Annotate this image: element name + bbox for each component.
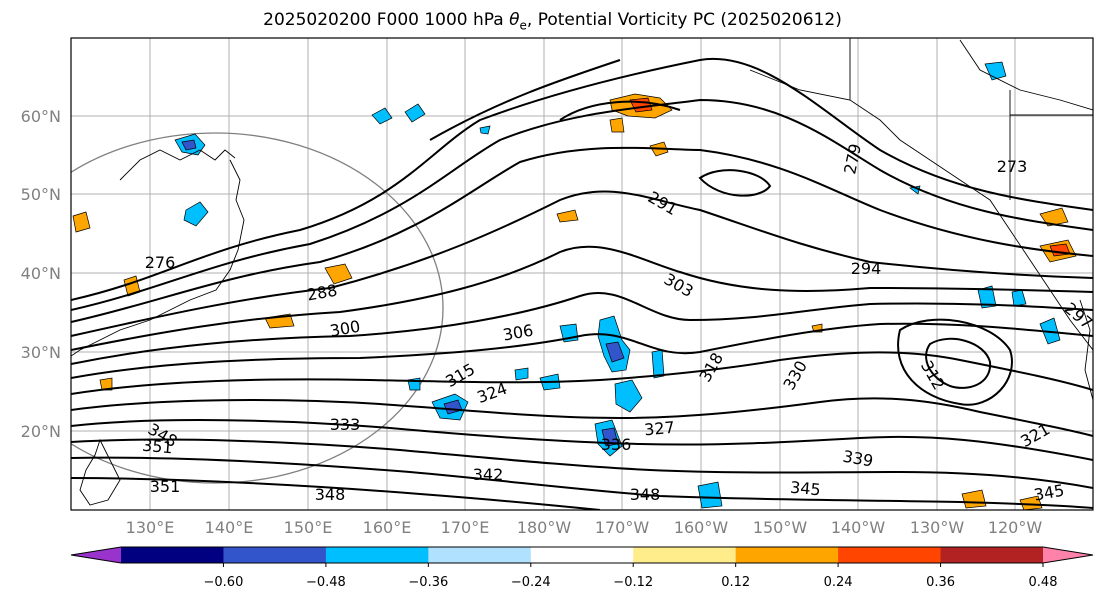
pv-patch	[605, 341, 625, 363]
lon-tick-label: 180°W	[517, 518, 572, 537]
lat-tick-label: 20°N	[21, 422, 61, 441]
lon-tick-label: 130°W	[910, 518, 965, 537]
contour-label: 297	[1061, 299, 1097, 333]
pv-patch	[651, 349, 665, 379]
contour-label: 288	[305, 281, 338, 305]
longitude-labels: 130°E 140°E 150°E 160°E 170°E 180°W 170°W 160°W…	[126, 518, 1043, 537]
contour-label: 339	[841, 447, 874, 471]
figure-title: 2025020200 F000 1000 hPa θe, Potential V…	[0, 10, 1105, 32]
map-content	[71, 38, 1093, 510]
colorbar-tick-label: −0.12	[613, 575, 653, 590]
contour-label: 333	[330, 415, 361, 434]
colorbar-segment	[428, 547, 532, 563]
colorbar-segment	[121, 547, 224, 563]
pv-patch	[99, 377, 113, 391]
contour-label: 321	[1017, 419, 1053, 451]
lon-tick-label: 150°W	[753, 518, 808, 537]
range-ring	[71, 132, 444, 484]
contour-label: 348	[630, 485, 661, 504]
contour-label: 342	[473, 465, 504, 484]
pv-patch	[614, 379, 643, 413]
colorbar-segment	[325, 547, 429, 563]
pv-positive-patches	[72, 93, 1077, 510]
colorbar-tick-label: 0.12	[721, 575, 750, 590]
contour-label: 327	[643, 418, 675, 440]
lon-tick-label: 140°E	[205, 518, 254, 537]
colorbar-extend-high	[1043, 547, 1093, 563]
lon-tick-label: 130°E	[126, 518, 175, 537]
contour-label: 345	[1032, 481, 1065, 505]
lat-tick-label: 30°N	[21, 343, 61, 362]
contour-label: 291	[645, 187, 681, 219]
colorbar-tick-label: −0.60	[204, 575, 244, 590]
pv-patch	[371, 107, 393, 125]
pv-patch	[479, 125, 491, 135]
lon-tick-label: 170°E	[441, 518, 490, 537]
title-text: 2025020200 F000 1000 hPa	[263, 10, 504, 30]
pv-patch	[181, 139, 197, 151]
title-theta: θ	[509, 10, 520, 30]
colorbar-segment	[735, 547, 839, 563]
colorbar-tick-label: −0.24	[511, 575, 551, 590]
pv-patch	[514, 367, 529, 381]
contour-label: 312	[917, 357, 949, 393]
map-frame	[70, 37, 1094, 511]
colorbar-segment	[530, 547, 634, 563]
pv-patch	[609, 117, 625, 133]
latitude-labels: 60°N 50°N 40°N 30°N 20°N	[21, 107, 61, 441]
contour-label: 351	[141, 436, 173, 458]
contour-label: 306	[501, 321, 534, 345]
title-rest: , Potential Vorticity PC (2025020612)	[526, 10, 842, 30]
lon-tick-label: 140°W	[831, 518, 886, 537]
contour-label: 303	[661, 269, 697, 301]
pv-patch	[1011, 289, 1027, 307]
pv-patch	[72, 211, 91, 233]
pv-patch	[1019, 495, 1043, 510]
pv-patch	[697, 481, 723, 509]
contour-label: 345	[789, 478, 821, 500]
lat-tick-label: 40°N	[21, 264, 61, 283]
colorbar: −0.60 −0.48 −0.36 −0.24 −0.12 0.12 0.24 0.36 0.4…	[70, 546, 1094, 590]
lon-tick-label: 170°W	[595, 518, 650, 537]
lat-tick-label: 60°N	[21, 107, 61, 126]
colorbar-tick-label: −0.36	[408, 575, 448, 590]
pv-patch	[324, 263, 353, 285]
contour-label: 336	[601, 435, 632, 454]
colorbar-segment	[838, 547, 942, 563]
pv-patch	[977, 285, 997, 309]
colorbar-extend-low	[71, 547, 121, 563]
lon-tick-label: 120°W	[988, 518, 1043, 537]
contour-label: 315	[442, 359, 478, 391]
pv-patch	[556, 209, 579, 223]
colorbar-segment	[223, 547, 327, 563]
colorbar-outline	[70, 546, 1094, 564]
pv-patch	[961, 489, 987, 509]
contour-label: 294	[851, 259, 882, 278]
contour-label: 273	[997, 157, 1028, 176]
coastline-shape	[71, 38, 1093, 506]
contour-label: 276	[145, 253, 176, 272]
theta-e-contours	[71, 57, 1093, 510]
lat-tick-label: 50°N	[21, 185, 61, 204]
title-subscript: e	[519, 18, 527, 33]
contour-label: 318	[695, 349, 727, 385]
contour-label: 348	[315, 485, 346, 504]
lon-tick-label: 160°E	[363, 518, 412, 537]
lon-tick-label: 160°W	[674, 518, 729, 537]
colorbar-segment	[633, 547, 737, 563]
colorbar-tick-label: −0.48	[306, 575, 346, 590]
lon-tick-label: 150°E	[284, 518, 333, 537]
contour-label: 351	[150, 477, 181, 496]
colorbar-tick-label: 0.24	[824, 575, 853, 590]
contour-label: 330	[779, 357, 811, 393]
colorbar-tick-label: 0.36	[926, 575, 955, 590]
pv-patch	[183, 201, 209, 227]
contour-label: 300	[328, 317, 361, 341]
colorbar-segment	[940, 547, 1044, 563]
colorbar-tick-label: 0.48	[1029, 575, 1058, 590]
pv-patch	[404, 103, 426, 123]
pv-patch	[407, 377, 421, 391]
